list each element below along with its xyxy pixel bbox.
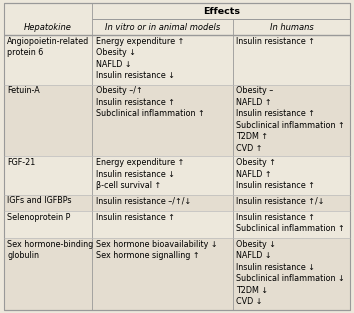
Bar [4,211,350,238]
Text: Obesity ↑
NAFLD ↑
Insulin resistance ↑: Obesity ↑ NAFLD ↑ Insulin resistance ↑ [236,158,315,190]
Text: FGF-21: FGF-21 [7,158,35,167]
Text: Hepatokine: Hepatokine [24,23,72,32]
Bar [4,156,350,195]
Text: Insulin resistance –/↑/↓: Insulin resistance –/↑/↓ [96,197,191,205]
Text: Insulin resistance ↑: Insulin resistance ↑ [236,37,315,46]
Bar [4,35,350,85]
Text: Effects: Effects [203,7,240,16]
Text: Sex hormone bioavailability ↓
Sex hormone signalling ↑: Sex hormone bioavailability ↓ Sex hormon… [96,240,217,260]
Bar [4,238,350,310]
Text: Sex hormone-binding
globulin: Sex hormone-binding globulin [7,240,93,260]
Text: Insulin resistance ↑/↓: Insulin resistance ↑/↓ [236,197,325,205]
Text: Fetuin-A: Fetuin-A [7,86,40,95]
Bar [4,85,350,156]
Text: Energy expenditure ↑
Insulin resistance ↓
β-cell survival ↑: Energy expenditure ↑ Insulin resistance … [96,158,184,190]
Text: IGFs and IGFBPs: IGFs and IGFBPs [7,197,72,205]
Bar [4,3,350,19]
Text: In vitro or in animal models: In vitro or in animal models [105,23,220,32]
Bar [4,195,350,211]
Text: Selenoprotein P: Selenoprotein P [7,213,70,222]
Text: Insulin resistance ↑
Subclinical inflammation ↑: Insulin resistance ↑ Subclinical inflamm… [236,213,345,233]
Bar [4,19,350,35]
Text: Obesity –/↑
Insulin resistance ↑
Subclinical inflammation ↑: Obesity –/↑ Insulin resistance ↑ Subclin… [96,86,204,118]
Text: Obesity ↓
NAFLD ↓
Insulin resistance ↓
Subclinical inflammation ↓
T2DM ↓
CVD ↓: Obesity ↓ NAFLD ↓ Insulin resistance ↓ S… [236,240,345,306]
Text: In humans: In humans [270,23,313,32]
Text: Obesity –
NAFLD ↑
Insulin resistance ↑
Subclinical inflammation ↑
T2DM ↑
CVD ↑: Obesity – NAFLD ↑ Insulin resistance ↑ S… [236,86,345,152]
Text: Energy expenditure ↑
Obesity ↓
NAFLD ↓
Insulin resistance ↓: Energy expenditure ↑ Obesity ↓ NAFLD ↓ I… [96,37,184,80]
Text: Insulin resistance ↑: Insulin resistance ↑ [96,213,175,222]
Text: Angiopoietin-related
protein 6: Angiopoietin-related protein 6 [7,37,89,57]
